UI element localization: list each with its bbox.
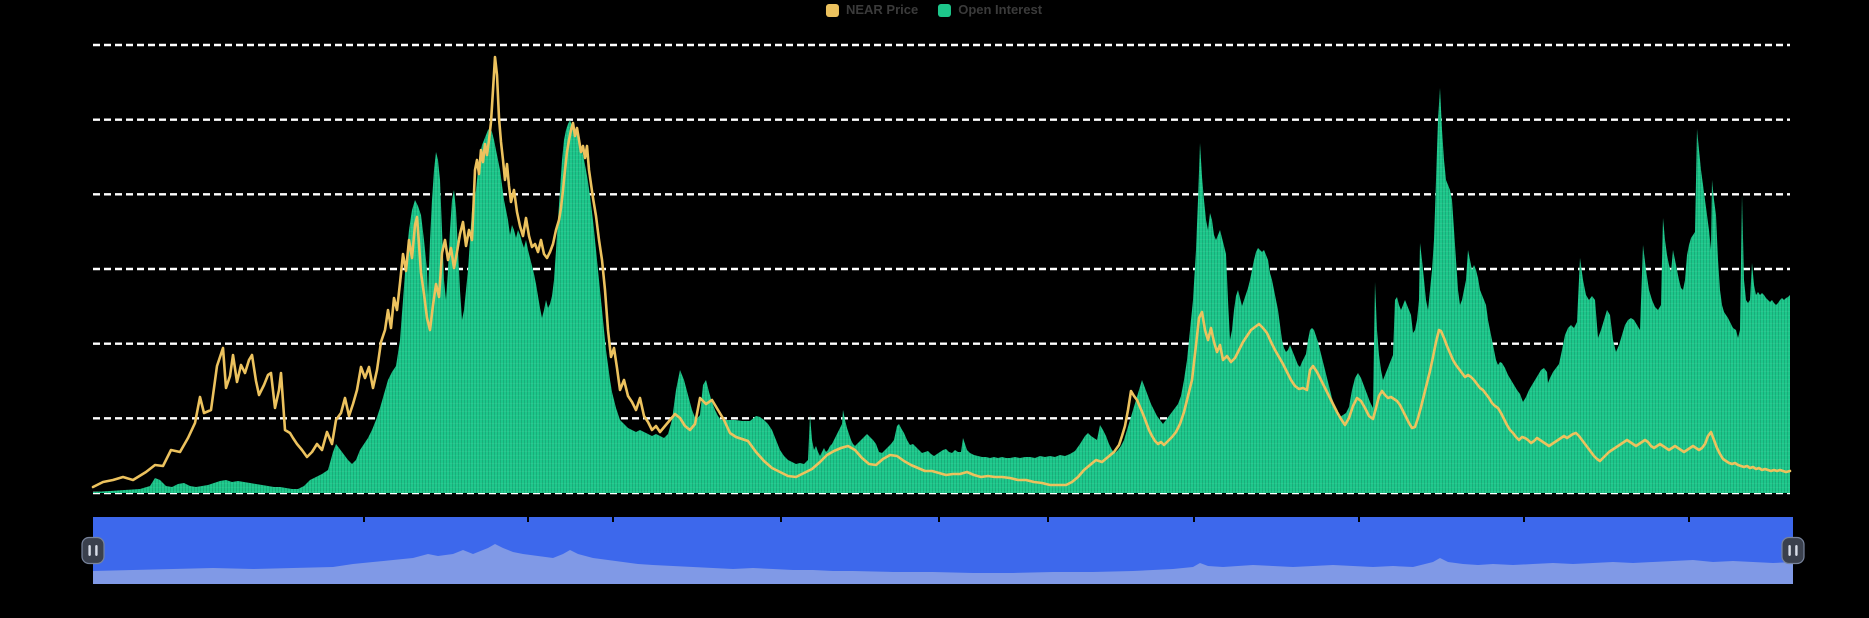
legend-item-open-interest[interactable]: Open Interest (938, 3, 1042, 17)
navigator-right-handle[interactable] (1781, 536, 1805, 565)
pause-bars-icon (1788, 545, 1791, 556)
near-price-line (91, 55, 1792, 489)
legend-item-near-price[interactable]: NEAR Price (825, 2, 919, 17)
open-interest-swatch-icon (938, 3, 952, 17)
legend: NEAR Price Open Interest (825, 2, 1042, 17)
plot-area[interactable] (93, 37, 1790, 493)
pause-bars-icon (88, 545, 91, 556)
near-price-swatch-icon (825, 3, 839, 17)
navigator (81, 517, 1805, 584)
open-interest-area-texture (93, 88, 1790, 493)
legend-label-near-price: NEAR Price (845, 2, 919, 17)
navigator-series-area (93, 544, 1793, 584)
legend-label-open-interest: Open Interest (958, 2, 1043, 17)
navigator-axis-ticks (363, 517, 1690, 522)
navigator-left-handle[interactable] (81, 536, 105, 565)
